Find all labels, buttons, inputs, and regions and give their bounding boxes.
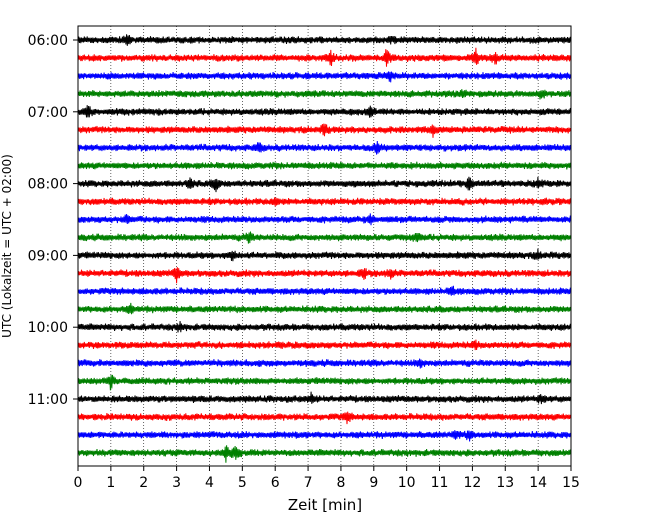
y-axis-label: UTC (Lokalzeit = UTC + 02:00)	[0, 154, 14, 338]
trace-line-0800	[77, 176, 572, 193]
x-tick-label: 11	[431, 475, 449, 491]
trace-line-1145	[77, 445, 572, 463]
trace-line-0645	[77, 89, 572, 100]
x-tick-label: 1	[106, 475, 115, 491]
x-tick-label: 4	[205, 475, 214, 491]
trace-line-1100	[77, 391, 572, 405]
y-tick-label: 08:00	[28, 177, 68, 193]
y-axis-ticks: 06:00 07:00 08:00 09:00 10:00 11:00	[28, 33, 78, 408]
x-tick-label: 15	[562, 475, 580, 491]
x-tick-label: 12	[463, 475, 481, 491]
trace-line-1030	[77, 358, 572, 369]
trace-line-0845	[77, 231, 572, 244]
x-tick-label: 5	[238, 475, 247, 491]
trace-line-1045	[77, 374, 572, 391]
trace-line-0700	[77, 105, 572, 118]
trace-line-0915	[77, 267, 572, 284]
y-tick-label: 11:00	[28, 392, 68, 408]
trace-line-0900	[77, 248, 572, 262]
grid-lines	[110, 26, 539, 466]
plot-frame	[77, 25, 572, 467]
x-tick-label: 6	[271, 475, 280, 491]
trace-line-0615	[77, 47, 572, 67]
x-tick-label: 9	[369, 475, 378, 491]
x-tick-label: 8	[336, 475, 345, 491]
x-tick-label: 14	[529, 475, 547, 491]
trace-line-1015	[77, 339, 572, 351]
trace-line-0830	[77, 213, 572, 226]
x-axis-label: Zeit [min]	[288, 496, 362, 514]
trace-line-0630	[77, 71, 572, 83]
trace-line-0945	[77, 302, 572, 315]
y-tick-label: 06:00	[28, 33, 68, 49]
seismogram-traces	[77, 34, 572, 463]
x-tick-label: 0	[74, 475, 83, 491]
trace-line-1130	[77, 430, 572, 442]
x-tick-label: 10	[398, 475, 416, 491]
y-tick-label: 07:00	[28, 105, 68, 121]
trace-line-0815	[77, 197, 572, 207]
trace-line-1115	[77, 411, 572, 425]
trace-line-0730	[77, 140, 572, 155]
trace-line-0745	[77, 161, 572, 170]
x-axis-ticks: 0 1 2 3 4 5 6 7 8 9 10 11 12 13 14 15	[74, 466, 580, 491]
y-tick-label: 09:00	[28, 248, 68, 264]
trace-line-0715	[77, 123, 572, 138]
x-tick-label: 7	[304, 475, 313, 491]
trace-line-0930	[77, 285, 572, 296]
trace-line-0600	[77, 34, 572, 46]
x-tick-label: 3	[172, 475, 181, 491]
trace-line-1000	[77, 321, 572, 333]
y-tick-label: 10:00	[28, 320, 68, 336]
x-tick-label: 2	[139, 475, 148, 491]
x-tick-label: 13	[496, 475, 514, 491]
